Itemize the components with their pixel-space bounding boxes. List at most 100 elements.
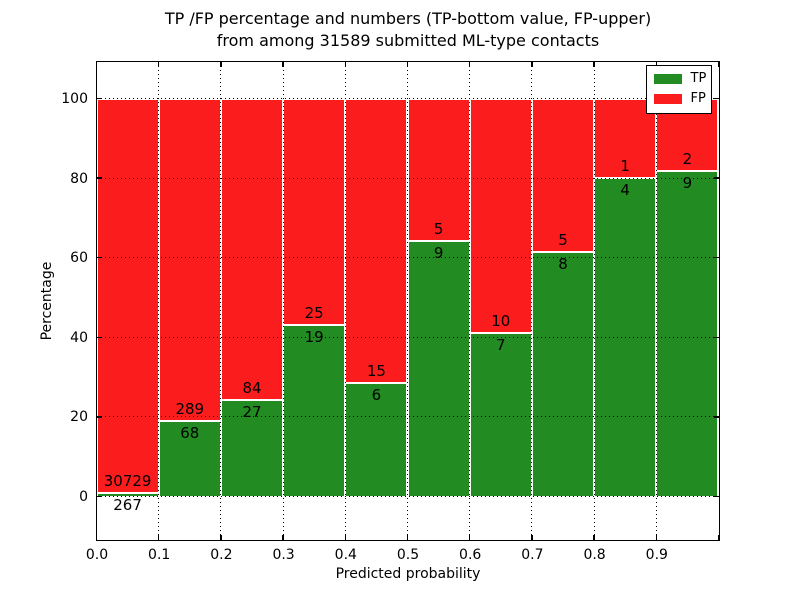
y-tick-label: 0 [79,489,88,506]
grid-line-v [282,61,284,540]
x-tick-label: 0.3 [272,547,295,563]
bar-label-tp: 4 [620,181,630,200]
bar-segment-fp [158,98,221,421]
grid-line-v [469,61,471,540]
chart-title: TP /FP percentage and numbers (TP-bottom… [97,8,719,52]
y-tick [96,97,102,100]
bar-label-fp: 1 [620,157,630,176]
x-tick-top [717,61,720,67]
bar-segment-fp [96,98,159,494]
x-tick-top [95,61,98,67]
legend-swatch-tp [653,74,682,85]
bar-label-tp: 9 [433,243,444,262]
x-tick [220,534,222,540]
bar-segment-tp [345,382,408,497]
y-tick-label: 40 [70,329,88,346]
y-tick [96,256,102,259]
bar-label-tp: 27 [242,402,262,421]
bar-segment-fp [469,98,532,333]
bar-segment-fp [407,98,470,241]
x-tick [157,534,160,540]
x-tick-top [220,61,222,67]
y-tick [96,495,102,498]
chart-title-line1: TP /FP percentage and numbers (TP-bottom… [164,9,652,28]
bar-label-tp: 9 [682,173,693,192]
bar-label-tp: 6 [371,385,382,404]
x-tick [717,534,720,540]
bar-label-fp: 10 [491,311,511,330]
bar-label-fp: 5 [558,230,568,249]
y-tick-right [713,97,719,100]
grid-line-v [531,61,533,540]
bar-label-fp: 5 [433,219,444,238]
x-tick-label: 0.9 [645,547,668,563]
x-tick-label: 0.8 [583,547,606,563]
bar-segment-tp [158,420,221,497]
grid-line-v [344,61,346,540]
x-tick-top [157,61,160,67]
x-tick [406,534,409,540]
x-tick-top [468,61,471,67]
x-tick-top [593,61,595,67]
y-axis-label: Percentage [39,261,55,341]
bar-label-fp: 15 [366,361,386,380]
legend-swatch-fp [653,93,682,104]
x-tick-top [344,61,347,67]
y-tick-right [713,336,719,339]
x-tick-label: 0.6 [459,547,482,563]
grid-line-v [407,61,408,540]
chart-title-line2: from among 31589 submitted ML-type conta… [216,31,600,50]
x-tick-top [531,61,533,67]
y-tick [96,336,102,339]
x-tick-label: 0.0 [85,547,109,563]
legend-label-fp: FP [690,90,706,106]
plot-area: 30729 267 289 68 84 27 25 19 15 6 5 9 10 7 5 8 1 4 2 9 TP FP [95,60,720,541]
legend-row-fp: FP [647,90,711,106]
bar-label-tp: 68 [180,423,200,442]
y-tick-right [713,177,719,179]
y-tick [96,177,102,179]
y-tick [96,416,102,418]
x-tick-label: 0.7 [521,547,544,563]
x-tick [468,534,471,540]
y-tick-label: 60 [70,250,88,267]
bar-segment-tp [283,324,346,497]
x-axis-label: Predicted probability [335,566,481,582]
x-tick [593,534,595,540]
y-tick-right [713,495,719,498]
bar-label-tp: 267 [113,496,142,515]
bar-segment-fp [283,98,346,325]
grid-line-v [593,61,595,540]
bar-label-fp: 289 [175,399,205,418]
x-tick-label: 0.1 [148,547,171,563]
x-tick [282,534,284,540]
bar-segment-tp [656,170,719,497]
x-tick [655,534,658,540]
legend: TP FP [645,64,712,114]
bar-segment-tp [531,251,595,497]
legend-row-tp: TP [647,72,711,86]
grid-line-v [655,61,657,540]
bar-segment-tp [407,240,470,497]
x-tick [531,534,533,540]
bar-label-tp: 8 [558,254,568,273]
bar-label-fp: 2 [682,149,693,168]
y-tick-right [713,416,719,418]
y-tick-label: 100 [61,91,88,107]
x-tick [344,534,347,540]
bar-label-fp: 25 [304,303,324,322]
x-tick-label: 0.2 [210,547,233,563]
y-tick-label: 20 [70,409,88,426]
bar-segment-tp [96,493,159,497]
bar-label-fp: 84 [242,378,262,397]
bar-label-tp: 19 [304,327,324,346]
x-tick-top [282,61,284,67]
bar-segment-tp [220,399,284,497]
x-tick-top [406,61,409,67]
grid-line-v [220,61,222,540]
x-tick-label: 0.5 [396,547,420,563]
x-tick-top [655,61,658,67]
y-tick-right [713,256,719,259]
bar-segment-tp [469,332,532,497]
bar-segment-fp [220,98,284,400]
